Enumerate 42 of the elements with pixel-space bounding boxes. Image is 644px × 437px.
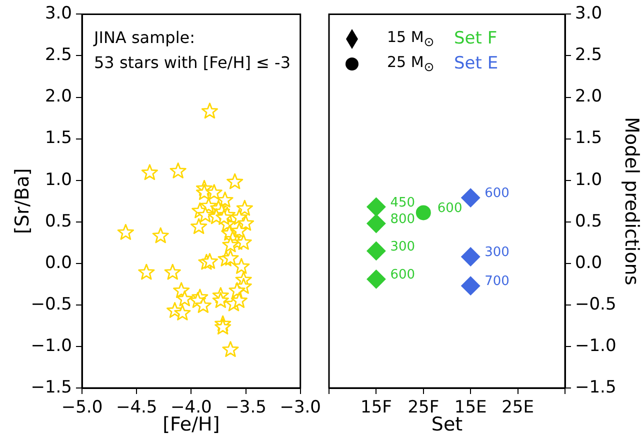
x-tick-label: −3.5: [225, 398, 266, 418]
annotation: 25 M$_{⊙}$: [387, 53, 434, 74]
x-tick-label: −5.0: [61, 398, 103, 418]
y-tick-label: 1.0: [575, 170, 602, 190]
annotation: 300: [484, 245, 510, 260]
annotation: 450: [390, 195, 416, 210]
y-tick-label: −0.5: [575, 294, 616, 314]
y-tick-label: 3.0: [44, 4, 72, 24]
x-tick-label: −3.0: [280, 398, 321, 418]
y-tick-label: 2.0: [575, 86, 602, 107]
y-tick-label: 0.0: [44, 252, 72, 273]
annotation: JINA sample:: [94, 28, 195, 47]
y-tick-label: −1.0: [30, 336, 72, 356]
y-tick-label: 0.0: [575, 252, 602, 273]
y-axis-title: Model predictions: [620, 116, 643, 286]
y-tick-label: 2.0: [44, 86, 72, 107]
annotation: 600: [484, 186, 510, 202]
y-tick-label: −0.5: [30, 294, 72, 314]
y-tick-label: 0.5: [44, 211, 72, 232]
text: Set E: [454, 54, 498, 74]
annotation: 800: [390, 212, 416, 227]
text: Set F: [454, 28, 498, 49]
y-tick-label: −1.5: [575, 377, 616, 398]
y-tick-label: 2.5: [44, 45, 72, 66]
x-tick-label: −4.5: [116, 398, 158, 418]
y-tick-label: 1.0: [44, 170, 72, 190]
annotation: 700: [484, 274, 510, 290]
y-tick-label: −1.5: [30, 377, 72, 398]
annotation: 300: [390, 239, 416, 254]
y-tick-label: 2.5: [575, 45, 602, 66]
y-tick-label: 1.5: [575, 128, 602, 148]
annotation: 15 M$_{⊙}$: [387, 28, 434, 49]
y-tick-label: 0.5: [575, 211, 602, 232]
x-tick-label: 25E: [502, 398, 534, 418]
annotation: 600: [437, 201, 462, 216]
y-tick-label: 1.5: [44, 128, 72, 148]
x-tick-label: 15F: [360, 398, 392, 418]
y-axis-title: [Sr/Ba]: [11, 168, 34, 234]
y-tick-label: −1.0: [575, 336, 616, 356]
y-tick-label: 3.0: [575, 4, 602, 24]
annotation: 600: [390, 268, 416, 283]
annotation: 53 stars with [Fe/H] ≤ -3: [94, 53, 290, 72]
